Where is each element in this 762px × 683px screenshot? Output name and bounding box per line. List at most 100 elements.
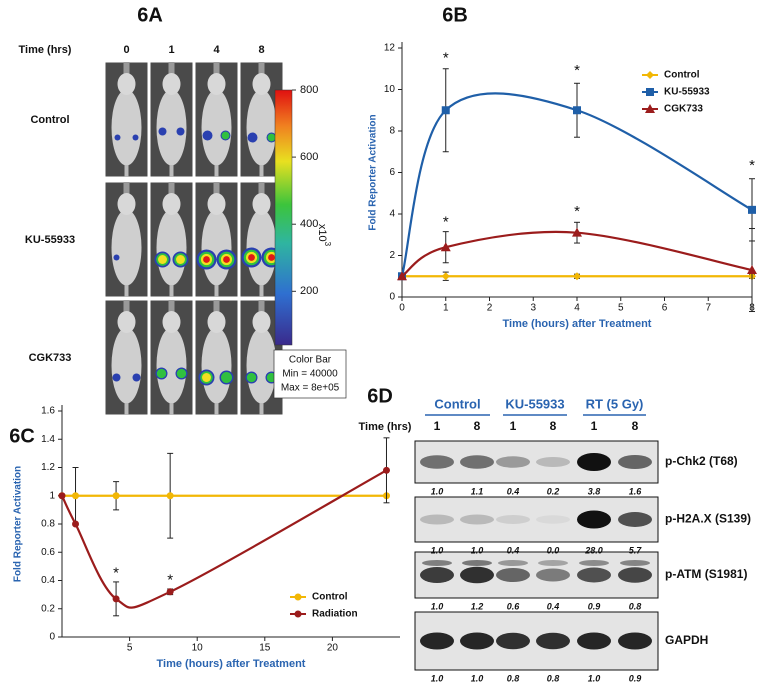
annotation: *	[443, 213, 449, 230]
quantification: 0.9	[629, 673, 642, 683]
mouse-tail	[124, 403, 129, 415]
box-line: Max = 8e+05	[281, 383, 340, 394]
signal	[158, 127, 167, 136]
marker	[440, 242, 451, 252]
stage-bar	[123, 300, 130, 320]
mouse-tail	[169, 165, 174, 177]
mouse-images	[104, 61, 284, 416]
marker	[382, 466, 390, 474]
stage-bar	[258, 300, 265, 320]
box-line: Min = 40000	[282, 369, 338, 380]
x-tick-label: 7	[705, 303, 711, 314]
mouse-tail	[259, 165, 264, 177]
blot-label: p-H2A.X (S139)	[665, 512, 751, 526]
series-line	[400, 92, 753, 277]
band	[420, 455, 454, 469]
time-label: Time (hrs)	[359, 421, 412, 433]
stage-bar	[213, 62, 220, 82]
mouse-head	[207, 193, 226, 215]
legend-label: CGK733	[664, 104, 703, 115]
signal	[246, 372, 257, 383]
marker	[166, 492, 174, 500]
blot	[414, 496, 659, 543]
mouse-body	[246, 209, 277, 286]
mouse-body	[201, 89, 232, 166]
mouse-head	[252, 73, 271, 95]
y-tick-label: 8	[389, 126, 395, 137]
quantification: 0.2	[547, 486, 560, 496]
mouse-tail	[259, 403, 264, 415]
stage-bar	[123, 62, 130, 82]
quantification: 1.1	[471, 486, 484, 496]
mouse-tail	[124, 165, 129, 177]
signal	[267, 133, 276, 142]
mouse-body	[201, 209, 232, 286]
quantification: 1.0	[471, 673, 484, 683]
signal	[202, 373, 211, 382]
signal	[248, 254, 255, 261]
mouse-head	[117, 73, 136, 95]
panel-title: 6A	[137, 4, 163, 26]
y-tick-label: 0.4	[41, 575, 55, 586]
annotation: *	[113, 564, 119, 581]
quantification: 0.4	[547, 601, 560, 611]
panel-title: 6D	[367, 385, 393, 407]
x-tick-label: 4	[574, 303, 580, 314]
color-bar-label: 800	[300, 84, 318, 96]
x-axis-label: Time (hours) after Treatment	[157, 658, 306, 670]
unit-exponent: 3	[323, 242, 332, 247]
band	[577, 510, 611, 529]
band	[462, 560, 492, 566]
mouse-body	[156, 89, 187, 166]
annotation: *	[574, 203, 580, 220]
mouse-head	[162, 73, 181, 95]
quantification: 1.2	[471, 601, 484, 611]
color-bar-label: 200	[300, 285, 318, 297]
marker	[294, 610, 302, 618]
signal	[112, 373, 121, 382]
mouse-head	[117, 311, 136, 333]
x-tick-label: 1	[443, 303, 449, 314]
band	[618, 567, 652, 583]
marker	[58, 492, 66, 500]
x-tick-label: 15	[259, 643, 271, 654]
legend-label: Radiation	[312, 609, 358, 620]
series-line	[61, 469, 388, 609]
stage-bar	[213, 300, 220, 320]
quantification: 1.0	[588, 673, 601, 683]
signal	[158, 255, 167, 264]
y-tick-label: 1.6	[41, 406, 55, 417]
band	[496, 632, 530, 650]
color-bar-label: 600	[300, 151, 318, 163]
mouse-tail	[124, 285, 129, 297]
mouse-body	[156, 327, 187, 404]
band	[460, 566, 494, 584]
band	[579, 560, 609, 566]
x-tick-label: 5	[618, 303, 624, 314]
x-tick-label: 2	[487, 303, 493, 314]
marker	[747, 265, 757, 275]
legend-label: KU-55933	[664, 87, 710, 98]
group-label: RT (5 Gy)	[586, 396, 644, 411]
stage-bar	[168, 62, 175, 82]
row-label: Control	[30, 114, 69, 126]
marker	[748, 205, 756, 214]
y-tick-label: 4	[389, 209, 395, 220]
legend-label: Control	[664, 70, 700, 81]
x-tick-label: 5	[127, 643, 133, 654]
time-header: 1	[168, 44, 174, 56]
band	[536, 568, 570, 582]
mouse-head	[252, 311, 271, 333]
y-tick-label: 6	[389, 167, 395, 178]
time-label: Time (hrs)	[19, 44, 72, 56]
band	[420, 514, 454, 525]
stage-bar	[258, 182, 265, 202]
mouse-tail	[169, 403, 174, 415]
row-label: CGK733	[29, 352, 72, 364]
signal	[176, 127, 185, 136]
signal	[202, 130, 213, 141]
marker	[573, 272, 581, 281]
mouse-head	[162, 193, 181, 215]
series-line	[401, 230, 753, 278]
